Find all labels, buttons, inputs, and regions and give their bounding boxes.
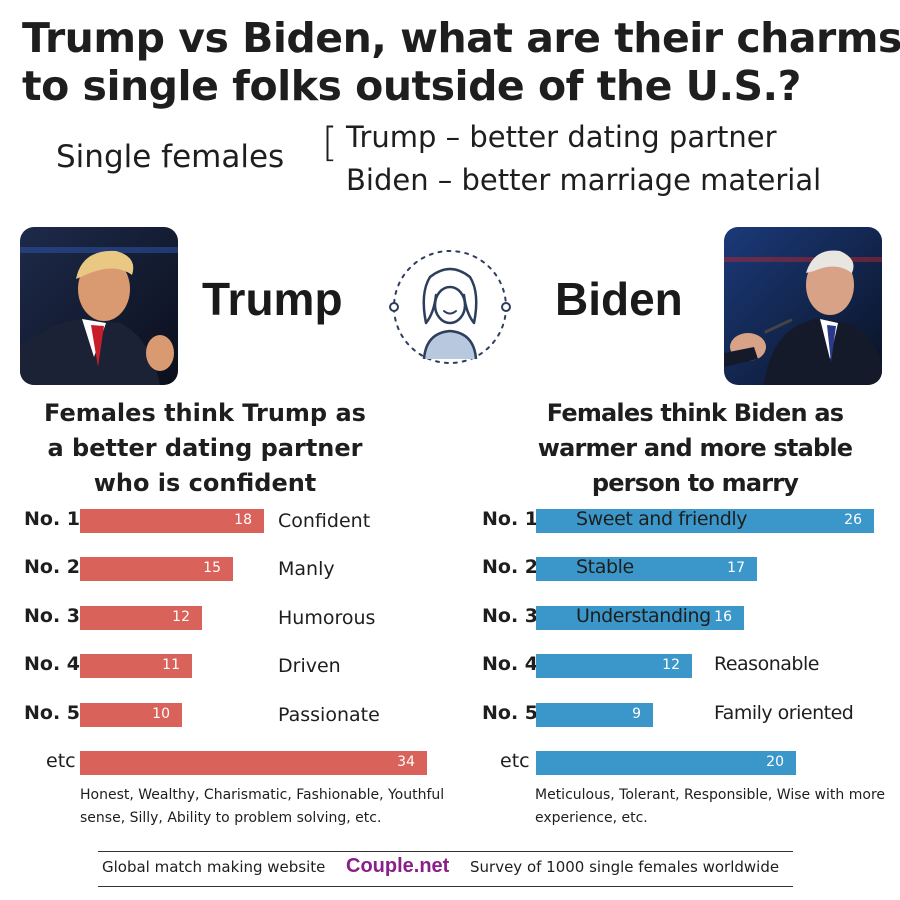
trump-heading-line: who is confident <box>93 469 317 497</box>
trump-trait-label: Driven <box>278 655 341 677</box>
trump-bar <box>80 751 427 775</box>
trump-rank-label: No. 2 <box>24 556 81 578</box>
biden-trait-label: Sweet and friendly <box>576 508 748 530</box>
biden-photo <box>724 227 882 385</box>
biden-bar-value: 12 <box>662 657 680 673</box>
biden-bar <box>536 509 874 533</box>
subtitle-bracket: [ <box>322 120 338 166</box>
biden-bar-value: 26 <box>844 512 862 528</box>
trump-bar <box>80 557 233 581</box>
biden-bar <box>536 654 692 678</box>
trump-bar <box>80 654 192 678</box>
biden-bar <box>536 703 653 727</box>
footer: Global match making website Couple.net S… <box>98 851 793 887</box>
trump-rank-label: etc <box>46 750 76 772</box>
subtitle-lines: Trump – better dating partner Biden – be… <box>346 116 821 202</box>
biden-bar <box>536 751 796 775</box>
trump-bar-value: 15 <box>203 560 221 576</box>
biden-rank-label: No. 5 <box>482 702 539 724</box>
trump-bar-value: 10 <box>152 706 170 722</box>
biden-bar <box>536 557 757 581</box>
trump-rank-label: No. 1 <box>24 508 81 530</box>
trump-trait-label: Passionate <box>278 704 380 726</box>
subtitle-trump-line: Trump – better dating partner <box>346 120 777 154</box>
trump-bar <box>80 606 202 630</box>
trump-name: Trump <box>202 273 343 325</box>
biden-rank-label: No. 4 <box>482 653 539 675</box>
title-line-1: Trump vs Biden, what are their charms <box>22 14 900 62</box>
trump-heading-line: a better dating partner <box>47 434 363 462</box>
biden-heading-line: person to marry <box>591 469 799 497</box>
trump-bar-value: 34 <box>397 754 415 770</box>
footer-source-label: Global match making website <box>102 858 326 876</box>
page-title: Trump vs Biden, what are their charms to… <box>22 14 900 110</box>
trump-trait-label: Confident <box>278 510 371 532</box>
biden-trait-label: Reasonable <box>714 653 819 675</box>
biden-trait-label: Stable <box>576 556 634 578</box>
biden-trait-label: Family oriented <box>714 702 854 724</box>
trump-bar <box>80 509 264 533</box>
biden-rank-label: No. 2 <box>482 556 539 578</box>
female-avatar-icon <box>386 243 514 371</box>
trump-bar <box>80 703 182 727</box>
biden-heading-line: Females think Biden as <box>546 399 844 427</box>
trump-trait-label: Humorous <box>278 607 376 629</box>
trump-rank-label: No. 4 <box>24 653 81 675</box>
trump-bar-value: 12 <box>172 609 190 625</box>
trump-photo <box>20 227 178 385</box>
couple-net-logo: Couple.net <box>346 855 450 877</box>
biden-heading: Females think Biden as warmer and more s… <box>510 396 880 501</box>
biden-bar <box>536 606 744 630</box>
biden-rank-label: No. 3 <box>482 605 539 627</box>
trump-rank-label: No. 5 <box>24 702 81 724</box>
biden-bar-value: 20 <box>766 754 784 770</box>
biden-heading-line: warmer and more stable <box>537 434 853 462</box>
biden-name: Biden <box>555 273 683 325</box>
title-line-2: to single folks outside of the U.S.? <box>22 62 801 110</box>
biden-trait-label: Understanding <box>576 605 711 627</box>
biden-bar-value: 9 <box>632 706 641 722</box>
trump-other-traits-note: Honest, Wealthy, Charismatic, Fashionabl… <box>80 787 445 826</box>
trump-trait-label: Manly <box>278 558 335 580</box>
biden-rank-label: etc <box>500 750 530 772</box>
trump-heading: Females think Trump as a better dating p… <box>20 396 390 501</box>
biden-bar-value: 16 <box>714 609 732 625</box>
subtitle-group: Single females <box>56 139 285 175</box>
trump-bar-value: 11 <box>162 657 180 673</box>
biden-other-traits-note: Meticulous, Tolerant, Responsible, Wise … <box>535 787 886 826</box>
footer-survey-note: Survey of 1000 single females worldwide <box>470 858 780 876</box>
biden-bar-value: 17 <box>727 560 745 576</box>
biden-rank-label: No. 1 <box>482 508 539 530</box>
trump-rank-label: No. 3 <box>24 605 81 627</box>
trump-heading-line: Females think Trump as <box>44 399 366 427</box>
subtitle-biden-line: Biden – better marriage material <box>346 163 822 197</box>
trump-bar-value: 18 <box>234 512 252 528</box>
